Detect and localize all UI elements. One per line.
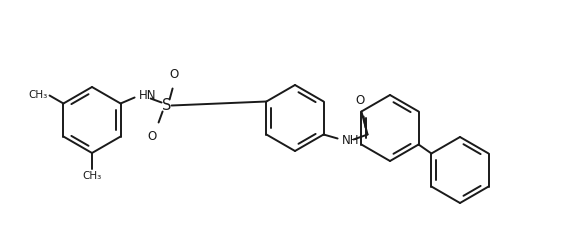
Text: O: O (147, 129, 157, 143)
Text: HN: HN (139, 89, 156, 102)
Text: O: O (355, 94, 364, 107)
Text: CH₃: CH₃ (28, 90, 48, 99)
Text: O: O (169, 68, 178, 82)
Text: NH: NH (342, 134, 359, 147)
Text: S: S (162, 98, 171, 113)
Text: CH₃: CH₃ (83, 171, 102, 181)
